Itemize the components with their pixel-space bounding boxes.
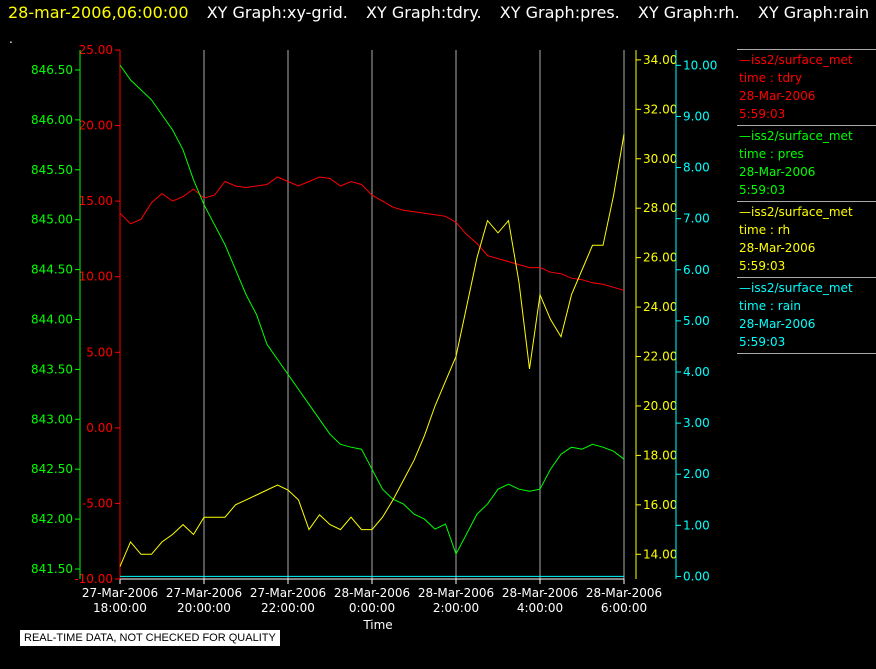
y-tick-label-rh: 34.00 bbox=[643, 53, 677, 67]
x-tick-label-date: 28-Mar-2006 bbox=[502, 586, 578, 600]
y-tick-label-rain: 5.00 bbox=[683, 314, 710, 328]
legend-date: 28-Mar-2006 bbox=[739, 165, 816, 179]
y-tick-label-pres: 844.00 bbox=[31, 312, 73, 326]
y-tick-label-rh: 32.00 bbox=[643, 102, 677, 116]
y-tick-label-rh: 20.00 bbox=[643, 399, 677, 413]
y-tick-label-rain: 4.00 bbox=[683, 365, 710, 379]
series-line-pres bbox=[119, 64, 625, 556]
y-tick-label-tdry: 0.00 bbox=[86, 421, 113, 435]
x-tick-label-time: 6:00:00 bbox=[601, 601, 647, 615]
graph-title-xy-grid: XY Graph:xy-grid. bbox=[206, 3, 348, 22]
y-tick-label-pres: 845.50 bbox=[31, 163, 73, 177]
x-tick-label-time: 4:00:00 bbox=[517, 601, 563, 615]
y-tick-label-tdry: -10.00 bbox=[74, 572, 113, 586]
legend: —iss2/surface_met time : tdry 28-Mar-200… bbox=[737, 49, 876, 354]
x-tick-label-date: 27-Mar-2006 bbox=[166, 586, 242, 600]
x-tick-label-time: 0:00:00 bbox=[349, 601, 395, 615]
graph-title-tdry: XY Graph:tdry. bbox=[366, 3, 482, 22]
y-tick-label-rh: 28.00 bbox=[643, 201, 677, 215]
y-tick-label-tdry: 15.00 bbox=[79, 194, 113, 208]
graph-title-rh: XY Graph:rh. bbox=[637, 3, 740, 22]
y-tick-label-pres: 846.00 bbox=[31, 113, 73, 127]
x-tick-label-time: 18:00:00 bbox=[93, 601, 147, 615]
graph-title-rain: XY Graph:rain bbox=[757, 3, 870, 22]
y-tick-label-pres: 841.50 bbox=[31, 562, 73, 576]
y-tick-label-rain: 7.00 bbox=[683, 212, 710, 226]
y-tick-label-rain: 8.00 bbox=[683, 161, 710, 175]
y-tick-label-tdry: 5.00 bbox=[86, 345, 113, 359]
quality-disclaimer: REAL-TIME DATA, NOT CHECKED FOR QUALITY bbox=[20, 630, 280, 646]
legend-variable: time : rh bbox=[739, 223, 791, 237]
x-tick-label-date: 28-Mar-2006 bbox=[418, 586, 494, 600]
series-line-tdry bbox=[119, 176, 625, 291]
legend-date: 28-Mar-2006 bbox=[739, 241, 816, 255]
y-tick-label-tdry: 20.00 bbox=[79, 119, 113, 133]
x-tick-label-date: 28-Mar-2006 bbox=[334, 586, 410, 600]
y-tick-label-pres: 845.00 bbox=[31, 213, 73, 227]
y-tick-label-rh: 16.00 bbox=[643, 498, 677, 512]
legend-variable: time : rain bbox=[739, 299, 802, 313]
timestamp-label: 28-mar-2006,06:00:00 bbox=[8, 3, 189, 22]
legend-source: —iss2/surface_met bbox=[739, 129, 853, 143]
y-tick-label-pres: 846.50 bbox=[31, 63, 73, 77]
y-tick-label-pres: 843.00 bbox=[31, 412, 73, 426]
x-tick-label-time: 2:00:00 bbox=[433, 601, 479, 615]
x-tick-label-date: 27-Mar-2006 bbox=[250, 586, 326, 600]
x-tick-label-time: 22:00:00 bbox=[261, 601, 315, 615]
y-tick-label-tdry: 25.00 bbox=[79, 43, 113, 57]
legend-variable: time : pres bbox=[739, 147, 804, 161]
y-tick-label-tdry: -5.00 bbox=[82, 496, 113, 510]
y-tick-label-pres: 842.00 bbox=[31, 512, 73, 526]
graph-title-pres: XY Graph:pres. bbox=[499, 3, 620, 22]
legend-source: —iss2/surface_met bbox=[739, 281, 853, 295]
legend-entry-rain: —iss2/surface_met time : rain 28-Mar-200… bbox=[737, 277, 876, 354]
y-tick-label-rh: 26.00 bbox=[643, 251, 677, 265]
y-tick-label-rain: 10.00 bbox=[683, 58, 717, 72]
legend-source: —iss2/surface_met bbox=[739, 205, 853, 219]
legend-date: 28-Mar-2006 bbox=[739, 317, 816, 331]
y-tick-label-rain: 3.00 bbox=[683, 416, 710, 430]
x-axis-label: Time bbox=[362, 618, 392, 632]
y-tick-label-rain: 9.00 bbox=[683, 109, 710, 123]
legend-entry-pres: —iss2/surface_met time : pres 28-Mar-200… bbox=[737, 125, 876, 201]
legend-time: 5:59:03 bbox=[739, 335, 786, 349]
y-tick-label-rain: 0.00 bbox=[683, 569, 710, 583]
graph-title-bar: 28-mar-2006,06:00:00 XY Graph:xy-grid. X… bbox=[8, 3, 869, 22]
legend-source: —iss2/surface_met bbox=[739, 53, 853, 67]
legend-date: 28-Mar-2006 bbox=[739, 89, 816, 103]
y-tick-label-rain: 6.00 bbox=[683, 263, 710, 277]
x-tick-label-date: 28-Mar-2006 bbox=[586, 586, 662, 600]
legend-variable: time : tdry bbox=[739, 71, 803, 85]
legend-time: 5:59:03 bbox=[739, 107, 786, 121]
y-tick-label-rain: 1.00 bbox=[683, 518, 710, 532]
y-tick-label-rain: 2.00 bbox=[683, 467, 710, 481]
legend-entry-rh: —iss2/surface_met time : rh 28-Mar-2006 … bbox=[737, 201, 876, 277]
x-tick-label-time: 20:00:00 bbox=[177, 601, 231, 615]
y-tick-label-rh: 14.00 bbox=[643, 547, 677, 561]
y-tick-label-rh: 18.00 bbox=[643, 448, 677, 462]
y-tick-label-pres: 844.50 bbox=[31, 263, 73, 277]
y-tick-label-rh: 22.00 bbox=[643, 350, 677, 364]
x-tick-label-date: 27-Mar-2006 bbox=[82, 586, 158, 600]
dot-marker: . bbox=[9, 32, 13, 46]
y-tick-label-tdry: 10.00 bbox=[79, 270, 113, 284]
legend-time: 5:59:03 bbox=[739, 183, 786, 197]
y-tick-label-pres: 843.50 bbox=[31, 362, 73, 376]
y-tick-label-pres: 842.50 bbox=[31, 462, 73, 476]
legend-time: 5:59:03 bbox=[739, 259, 786, 273]
series-line-rh bbox=[119, 133, 625, 567]
y-tick-label-rh: 24.00 bbox=[643, 300, 677, 314]
legend-entry-tdry: —iss2/surface_met time : tdry 28-Mar-200… bbox=[737, 49, 876, 125]
y-tick-label-rh: 30.00 bbox=[643, 152, 677, 166]
